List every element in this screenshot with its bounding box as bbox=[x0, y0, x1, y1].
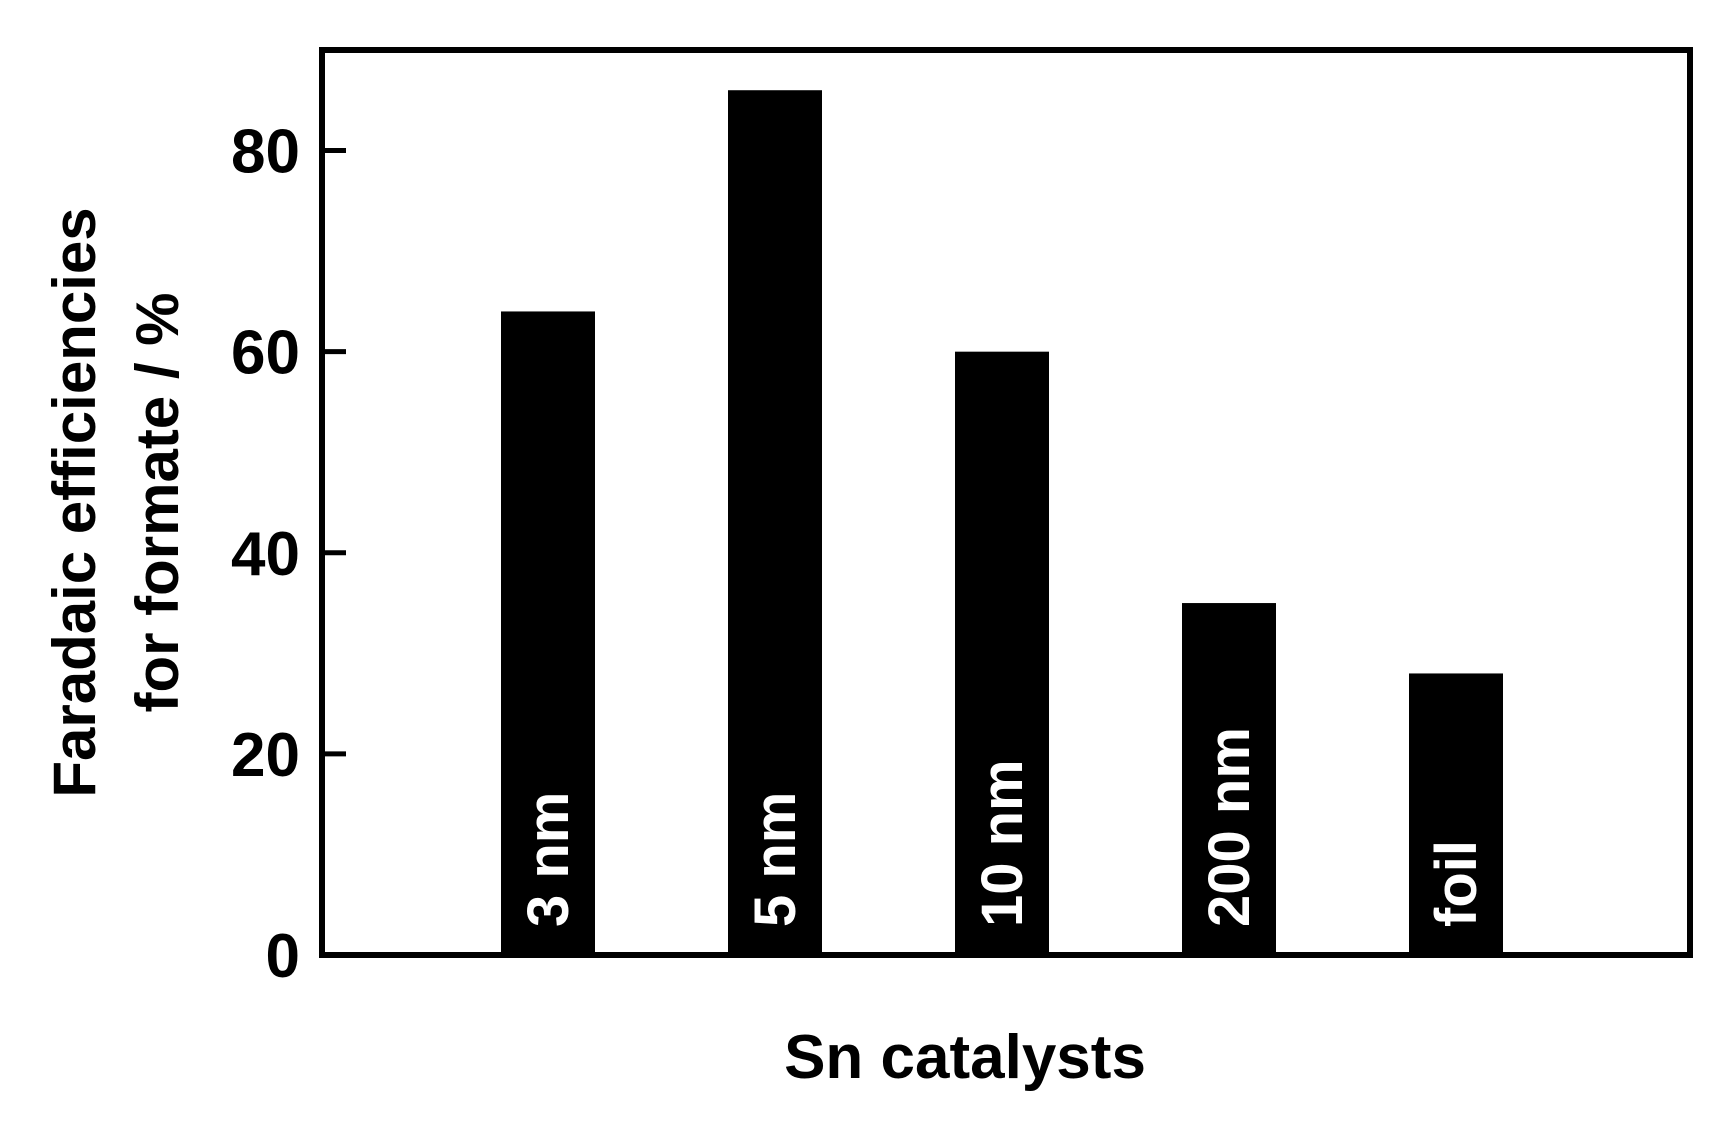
bar-3 bbox=[1182, 603, 1276, 955]
bar-0 bbox=[501, 311, 595, 955]
y-tick-label-0: 0 bbox=[266, 922, 300, 991]
plot-frame bbox=[319, 47, 1693, 958]
bar-1 bbox=[728, 90, 822, 955]
bars: 3 nm 5 nm 10 nm 200 nm foil bbox=[501, 90, 1503, 956]
x-axis-title: Sn catalysts bbox=[784, 1023, 1146, 1092]
bar-label-3: 200 nm bbox=[1197, 727, 1262, 927]
bar-label-1: 5 nm bbox=[743, 792, 808, 927]
y-tick-label-80: 80 bbox=[231, 118, 300, 187]
bar-4 bbox=[1409, 673, 1503, 955]
y-axis-title-line-2: for formate / % bbox=[124, 292, 191, 712]
bar-label-4: foil bbox=[1424, 840, 1489, 927]
y-axis-title-line-1: Faradaic efficiencies bbox=[41, 207, 108, 797]
y-axis-title: Faradaic efficiencies for formate / % bbox=[41, 207, 191, 797]
y-tick-label-60: 60 bbox=[231, 319, 300, 388]
bar-label-0: 3 nm bbox=[516, 792, 581, 927]
bar-2 bbox=[955, 351, 1049, 956]
bar-label-2: 10 nm bbox=[970, 759, 1035, 927]
y-tick-label-20: 20 bbox=[231, 721, 300, 790]
y-tick-label-40: 40 bbox=[231, 520, 300, 589]
y-axis-ticks: 0 20 40 60 80 bbox=[231, 118, 346, 991]
